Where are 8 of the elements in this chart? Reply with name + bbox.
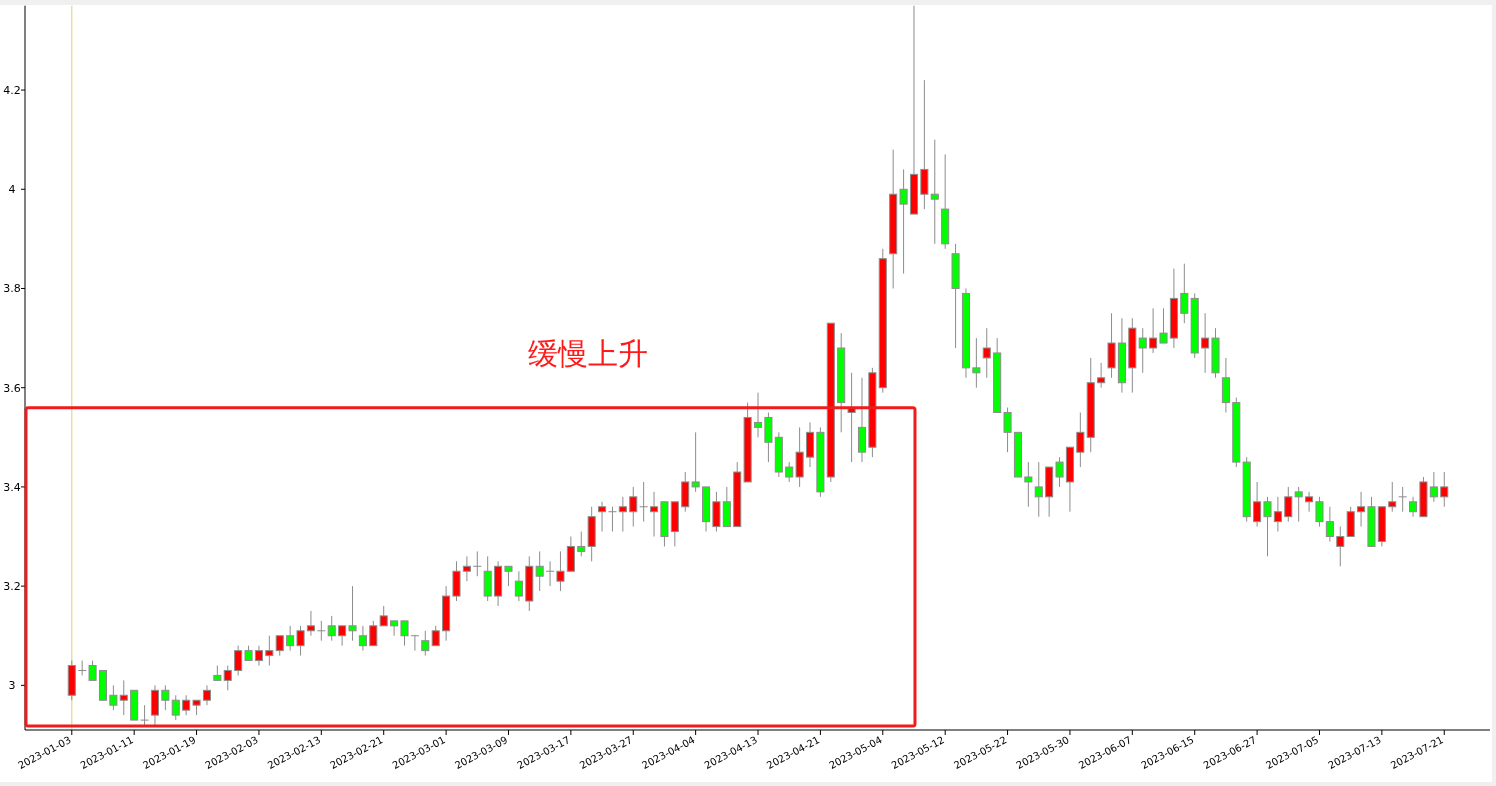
annotation: 缓慢上升: [527, 336, 648, 372]
y-tick-label: 3.2: [3, 580, 21, 594]
y-tick-label: 4.2: [3, 84, 21, 98]
y-tick-label: 4: [8, 183, 16, 197]
y-tick-label: 3.6: [3, 381, 21, 395]
y-tick-label: 3.4: [3, 480, 21, 494]
y-tick-label: 3: [8, 679, 16, 693]
y-tick-label: 3.8: [3, 282, 21, 296]
